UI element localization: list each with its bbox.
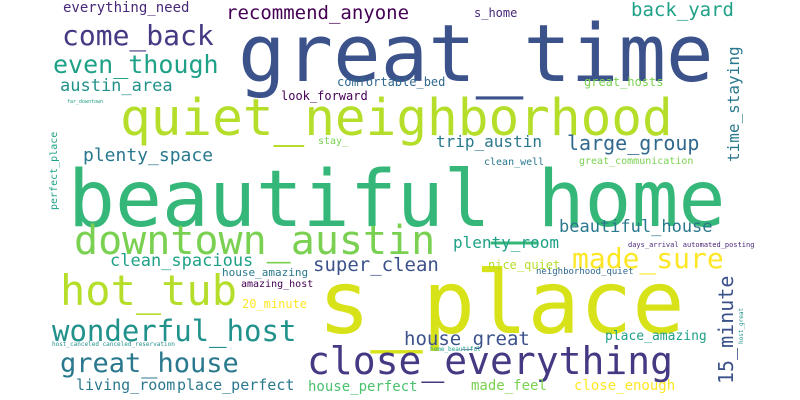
word-perfect-place: perfect_place [49, 131, 60, 210]
word-plenty-space: plenty_space [83, 145, 214, 166]
word-host-great: host_great [738, 307, 745, 344]
word-stay: stay_ [318, 136, 349, 147]
word-great-hosts: great_hosts [584, 75, 664, 89]
word-house-great: house_great [404, 328, 530, 350]
word-back-yard: back_yard [631, 0, 734, 21]
word-made-sure: made_sure [572, 242, 724, 275]
word-great-house: great_house [60, 348, 239, 379]
word-s-place: s_place [318, 252, 685, 354]
word-host-canceled-canceled-reservation: host_canceled canceled_reservation [52, 341, 175, 348]
word-home-beautiful: home_beautiful [430, 346, 481, 353]
word-trip-austin: trip_austin [436, 132, 542, 151]
word-austin-area: austin_area [60, 76, 173, 96]
word-look-forward: look_forward [281, 89, 368, 103]
word-clean-well: clean_well [484, 157, 545, 168]
word-house-perfect: house_perfect [308, 379, 418, 395]
word-even-though: even_though [53, 50, 219, 79]
word-come-back: come_back [62, 19, 214, 52]
word-clean-spacious: clean_spacious [110, 251, 254, 271]
word-days-arrival-automated-posting: days_arrival automated_posting [628, 241, 755, 249]
word-large-group: large_group [567, 131, 700, 155]
word-comfortable-bed: comfortable_bed [337, 75, 446, 89]
word-wonderful-host: wonderful_host [52, 314, 297, 348]
word-living-room: living_room [76, 376, 176, 394]
word-nice-quiet: nice_quiet [488, 258, 561, 272]
word-great-time: great_time [238, 8, 714, 100]
word-time-staying: time_staying [724, 46, 743, 162]
word-hot-tub: hot_tub [60, 266, 238, 315]
word-recommend-anyone: recommend_anyone [226, 2, 410, 24]
word-house-amazing: house_amazing [222, 266, 309, 279]
word-neighborhood-quiet: neighborhood_quiet [536, 267, 634, 277]
word-super-clean: super_clean [313, 254, 439, 276]
word-close-everything: close_everything [307, 339, 674, 383]
word-15-minute: 15_minute [714, 275, 738, 384]
word-place-perfect: place_perfect [177, 376, 295, 394]
word-made-feel: made_feel [471, 378, 547, 394]
word-amazing-host: amazing_host [241, 279, 314, 290]
word-beautiful-home: beautiful_home [68, 155, 726, 245]
word-plenty-room: plenty_room [453, 233, 559, 252]
word-everything-need: everything_need [63, 0, 190, 16]
word-place-amazing: place_amazing [605, 329, 707, 344]
word-downtown-austin: downtown_austin [74, 218, 436, 264]
word-20-minute: 20_minute [242, 297, 308, 311]
word-s-home: s_home [474, 6, 518, 20]
word-great-communication: great_communication [579, 156, 694, 167]
word-quiet-neighborhood: quiet_neighborhood [120, 89, 673, 148]
word-far-downtown: far_downtown [67, 99, 104, 105]
word-close-enough: close_enough [574, 378, 676, 394]
word-beautiful-house: beautiful_house [559, 217, 713, 237]
